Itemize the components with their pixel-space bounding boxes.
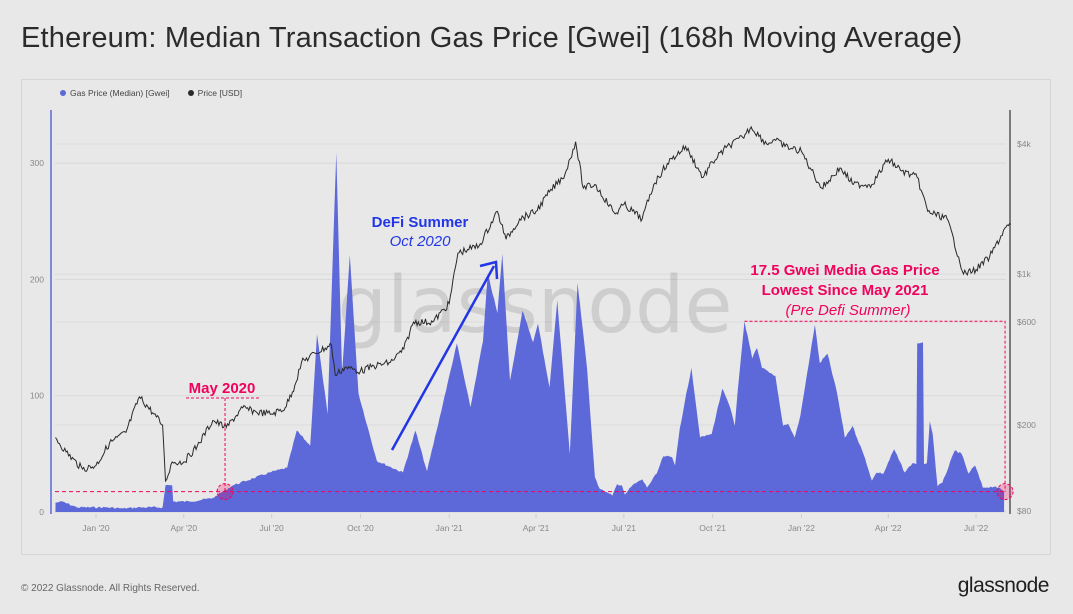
legend-label-price: Price [USD] [197,88,243,98]
may-2020-marker [216,483,234,501]
x-axis-tick-label: Apr '20 [170,523,197,533]
legend-item-gas[interactable]: Gas Price (Median) [Gwei] [60,88,170,98]
gas-area [55,152,1005,512]
right-axis-ticks: $80 $200 $600 $1k $4k [1017,139,1036,516]
x-axis-tick-label: Jan '20 [82,523,109,533]
x-axis-tick-label: Jan '22 [788,523,815,533]
right-axis-tick-label: $600 [1017,317,1036,327]
right-axis-tick-label: $80 [1017,506,1031,516]
page-title: Ethereum: Median Transaction Gas Price [… [21,22,963,54]
annotation-may-2020: May 2020 [189,380,256,397]
right-axis-tick-label: $4k [1017,139,1031,149]
annotation-low-line3: (Pre Defi Summer) [785,302,910,319]
annotation-low-line1: 17.5 Gwei Media Gas Price [750,262,939,279]
x-axis-tick-label: Jul '22 [964,523,989,533]
x-axis-tick-label: Oct '21 [699,523,726,533]
right-axis-tick-label: $1k [1017,269,1031,279]
right-axis-tick-label: $200 [1017,420,1036,430]
x-axis-tick-label: Jan '21 [436,523,463,533]
price-line [55,125,1012,483]
annotation-defi-subtitle: Oct 2020 [390,233,452,250]
legend-label-gas: Gas Price (Median) [Gwei] [70,88,170,98]
price-dot-icon [187,90,194,96]
brand-logo[interactable]: glassnode [957,574,1050,597]
copyright: © 2022 Glassnode. All Rights Reserved. [21,583,200,594]
x-axis-tick-label: Apr '22 [875,523,902,533]
legend-item-price[interactable]: Price [USD] [187,88,243,98]
legend: Gas Price (Median) [Gwei] Price [USD] [60,88,242,98]
annotation-low-line2: Lowest Since May 2021 [762,282,929,299]
left-axis-tick-label: 0 [39,507,44,517]
x-axis-tick-label: Jul '21 [612,523,637,533]
annotations [55,260,1014,501]
annotation-defi-title: DeFi Summer [372,214,469,231]
x-axis-tick-label: Jul '20 [259,523,284,533]
defi-arrow-shaft [390,265,496,451]
gas-dot-icon [60,90,66,96]
low-level-bracket [744,320,1006,492]
left-axis-tick-label: 200 [30,274,44,284]
x-axis-tick-label: Apr '21 [523,523,550,533]
current-low-marker [996,483,1014,501]
x-axis-tick-label: Oct '20 [347,523,374,533]
left-axis-tick-label: 100 [30,391,44,401]
left-axis-tick-label: 300 [30,158,44,168]
defi-arrow-head-icon [479,260,499,280]
chart-panel [21,79,1051,555]
left-axis-ticks: 0 100 200 300 [30,158,44,517]
x-axis-ticks: Jan '20 Apr '20 Jul '20 Oct '20 Jan '21 Apr '… [82,514,989,533]
